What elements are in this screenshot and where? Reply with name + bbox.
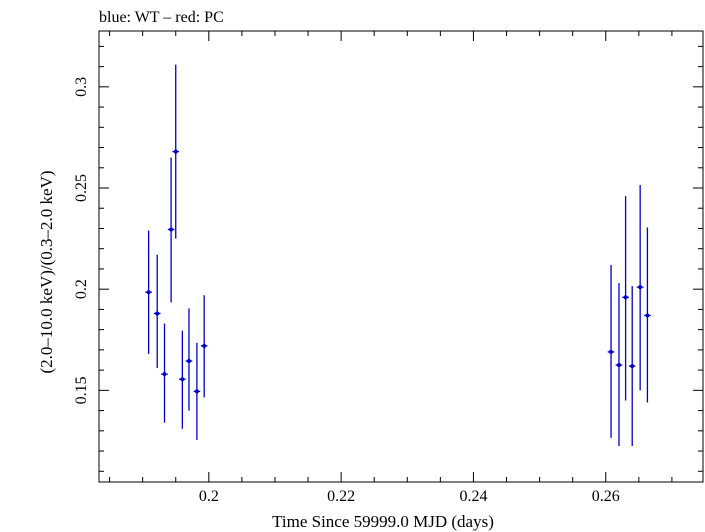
y-tick-label: 0.3 bbox=[73, 77, 90, 97]
x-tick-label: 0.24 bbox=[459, 488, 487, 505]
data-point bbox=[167, 157, 175, 303]
data-point bbox=[200, 295, 208, 398]
y-axis-label: (2.0–10.0 keV)/(0.3–2.0 keV) bbox=[37, 170, 56, 373]
y-tick-label: 0.2 bbox=[73, 279, 90, 299]
x-ticks: 0.2 0.22 0.24 0.26 bbox=[109, 31, 673, 505]
point-marker bbox=[609, 349, 614, 354]
data-point bbox=[179, 330, 186, 429]
point-marker bbox=[162, 372, 167, 377]
point-marker bbox=[180, 377, 185, 382]
data-point bbox=[172, 64, 180, 239]
data-point bbox=[636, 184, 644, 391]
y-tick-label: 0.15 bbox=[73, 376, 90, 404]
y-ticks: 0.15 0.2 0.25 0.3 bbox=[73, 45, 703, 472]
y-tick-label: 0.25 bbox=[73, 174, 90, 202]
point-marker bbox=[202, 343, 207, 348]
point-marker bbox=[186, 359, 191, 364]
data-point bbox=[615, 283, 623, 446]
data-point bbox=[622, 196, 629, 401]
point-marker bbox=[638, 285, 643, 290]
point-marker bbox=[155, 311, 160, 316]
point-marker bbox=[169, 227, 174, 232]
point-marker bbox=[630, 364, 635, 369]
x-tick-label: 0.26 bbox=[592, 488, 620, 505]
data-point bbox=[193, 342, 201, 440]
point-marker bbox=[645, 313, 650, 318]
data-point bbox=[153, 254, 161, 369]
plot-frame bbox=[98, 30, 704, 483]
data-point bbox=[185, 308, 193, 411]
x-axis-label: Time Since 59999.0 MJD (days) bbox=[272, 512, 494, 531]
chart-title: blue: WT – red: PC bbox=[99, 9, 224, 26]
data-point bbox=[145, 230, 152, 354]
data-points bbox=[145, 64, 651, 446]
point-marker bbox=[616, 363, 621, 368]
data-point bbox=[628, 286, 636, 446]
point-marker bbox=[623, 295, 628, 300]
point-marker bbox=[194, 389, 199, 394]
x-tick-label: 0.22 bbox=[327, 488, 355, 505]
data-point bbox=[161, 323, 168, 423]
data-point bbox=[607, 264, 615, 438]
point-marker bbox=[173, 149, 178, 154]
x-tick-label: 0.2 bbox=[199, 488, 219, 505]
point-marker bbox=[146, 290, 151, 295]
data-point bbox=[644, 227, 651, 403]
